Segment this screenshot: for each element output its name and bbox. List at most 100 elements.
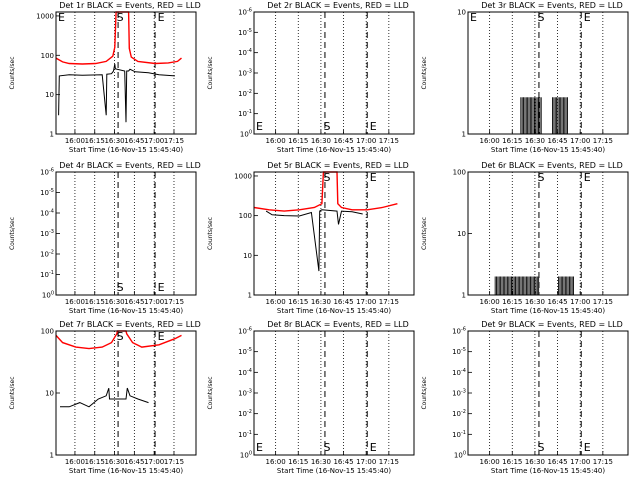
s-marker-label: S (117, 11, 124, 24)
panel-title: Det 8r BLACK = Events, RED = LLD (267, 320, 409, 329)
y-tick-label: 10-6 (40, 168, 54, 177)
x-tick-label: 16:30 (311, 298, 331, 306)
y-tick-label: 10-6 (452, 327, 466, 336)
series-events-line (58, 63, 175, 123)
x-tick-label: 16:15 (502, 458, 522, 466)
x-tick-label: 16:45 (124, 458, 144, 466)
x-tick-label: 17:15 (593, 298, 613, 306)
x-tick-label: 16:15 (85, 458, 105, 466)
panel-det-3r: Det 3r BLACK = Events, RED = LLD Counts/s… (421, 1, 629, 154)
x-tick-label: 16:30 (525, 298, 545, 306)
y-tick-label: 10-3 (452, 389, 466, 398)
s-marker-label: S (117, 330, 124, 343)
y-axis-label: Counts/sec (421, 56, 428, 89)
s-marker-label: S (537, 171, 544, 184)
x-tick-label: 16:30 (104, 137, 124, 145)
s-marker-label: S (323, 171, 330, 184)
panel-det-9r: Det 9r BLACK = Events, RED = LLD Counts/s… (421, 320, 629, 475)
x-tick-label: 16:15 (288, 137, 308, 145)
x-axis-label: Start Time (16-Nov-15 15:45:40) (491, 307, 605, 315)
panel-det-2r: Det 2r BLACK = Events, RED = LLD Counts/s… (207, 1, 415, 154)
panel-title: Det 3r BLACK = Events, RED = LLD (481, 1, 623, 10)
y-tick-label: 10-1 (238, 109, 252, 118)
y-axis-label: Counts/sec (207, 56, 214, 89)
x-tick-label: 16:00 (266, 137, 286, 145)
y-axis-label: Counts/sec (9, 56, 16, 89)
x-axis-label: Start Time (16-Nov-15 15:45:40) (69, 146, 183, 154)
edge-marker-label: E (256, 120, 263, 133)
y-tick-label: 10-1 (238, 430, 252, 439)
x-tick-label: 16:45 (547, 137, 567, 145)
x-tick-label: 16:15 (502, 137, 522, 145)
x-tick-label: 16:00 (65, 458, 85, 466)
x-tick-label: 17:15 (379, 298, 399, 306)
y-tick-label: 1 (50, 452, 54, 460)
y-axis-label: Counts/sec (421, 217, 428, 250)
s-marker-label: S (537, 11, 544, 24)
y-axis-label: Counts/sec (207, 217, 214, 250)
e-marker-label: E (158, 11, 165, 24)
x-axis-label: Start Time (16-Nov-15 15:45:40) (277, 146, 391, 154)
y-tick-label: 100 (239, 212, 252, 220)
x-tick-label: 17:15 (379, 137, 399, 145)
y-tick-label: 10-4 (40, 209, 54, 218)
x-tick-label: 16:00 (65, 137, 85, 145)
x-tick-label: 16:30 (525, 137, 545, 145)
y-tick-label: 10-3 (40, 229, 54, 238)
y-tick-label: 100 (240, 130, 252, 139)
x-axis-label: Start Time (16-Nov-15 15:45:40) (277, 307, 391, 315)
x-tick-label: 16:45 (333, 298, 353, 306)
x-tick-label: 16:15 (288, 298, 308, 306)
y-tick-label: 10-1 (452, 430, 466, 439)
x-tick-label: 17:00 (570, 458, 590, 466)
plot-frame (467, 11, 629, 135)
y-tick-label: 10-4 (452, 368, 466, 377)
x-tick-label: 16:00 (65, 298, 85, 306)
x-tick-label: 16:45 (124, 137, 144, 145)
e-marker-label: E (584, 11, 591, 24)
x-axis-label: Start Time (16-Nov-15 15:45:40) (69, 467, 183, 475)
y-tick-label: 10-5 (40, 188, 54, 197)
e-marker-label: E (158, 330, 165, 343)
e-marker-label: E (584, 171, 591, 184)
y-tick-label: 10-3 (238, 389, 252, 398)
x-tick-label: 16:30 (525, 458, 545, 466)
panel-title: Det 7r BLACK = Events, RED = LLD (59, 320, 201, 329)
e-marker-label: E (370, 441, 377, 454)
x-tick-label: 16:30 (104, 458, 124, 466)
y-tick-label: 100 (41, 328, 54, 336)
s-marker-label: S (323, 441, 330, 454)
panel-det-4r: Det 4r BLACK = Events, RED = LLD Counts/s… (9, 161, 201, 315)
y-tick-label: 10-1 (40, 270, 54, 279)
y-tick-label: 100 (454, 451, 466, 460)
x-tick-label: 17:00 (144, 298, 164, 306)
x-tick-label: 17:00 (356, 458, 376, 466)
y-tick-label: 100 (42, 291, 54, 300)
panel-title: Det 6r BLACK = Events, RED = LLD (481, 161, 623, 170)
e-marker-label: E (370, 120, 377, 133)
s-marker-label: S (117, 281, 124, 294)
y-tick-label: 1000 (36, 12, 54, 20)
y-tick-label: 1 (248, 292, 252, 300)
y-tick-label: 10-5 (238, 347, 252, 356)
x-tick-label: 17:15 (164, 458, 184, 466)
y-tick-label: 10-4 (238, 48, 252, 57)
y-axis-label: Counts/sec (207, 376, 214, 409)
y-tick-label: 10-5 (452, 347, 466, 356)
x-tick-label: 17:15 (164, 137, 184, 145)
x-tick-label: 17:15 (593, 458, 613, 466)
series-events-line (60, 387, 149, 408)
panel-title: Det 9r BLACK = Events, RED = LLD (481, 320, 623, 329)
s-marker-label: S (537, 441, 544, 454)
y-tick-label: 10-2 (40, 250, 54, 259)
edge-marker-label: E (470, 11, 477, 24)
x-tick-label: 17:15 (164, 298, 184, 306)
x-tick-label: 16:45 (547, 458, 567, 466)
x-tick-label: 16:00 (480, 298, 500, 306)
x-tick-label: 16:15 (288, 458, 308, 466)
x-tick-label: 16:00 (266, 298, 286, 306)
y-tick-label: 10 (45, 390, 54, 398)
x-tick-label: 17:00 (144, 137, 164, 145)
x-tick-label: 16:00 (480, 137, 500, 145)
y-tick-label: 10-6 (238, 327, 252, 336)
